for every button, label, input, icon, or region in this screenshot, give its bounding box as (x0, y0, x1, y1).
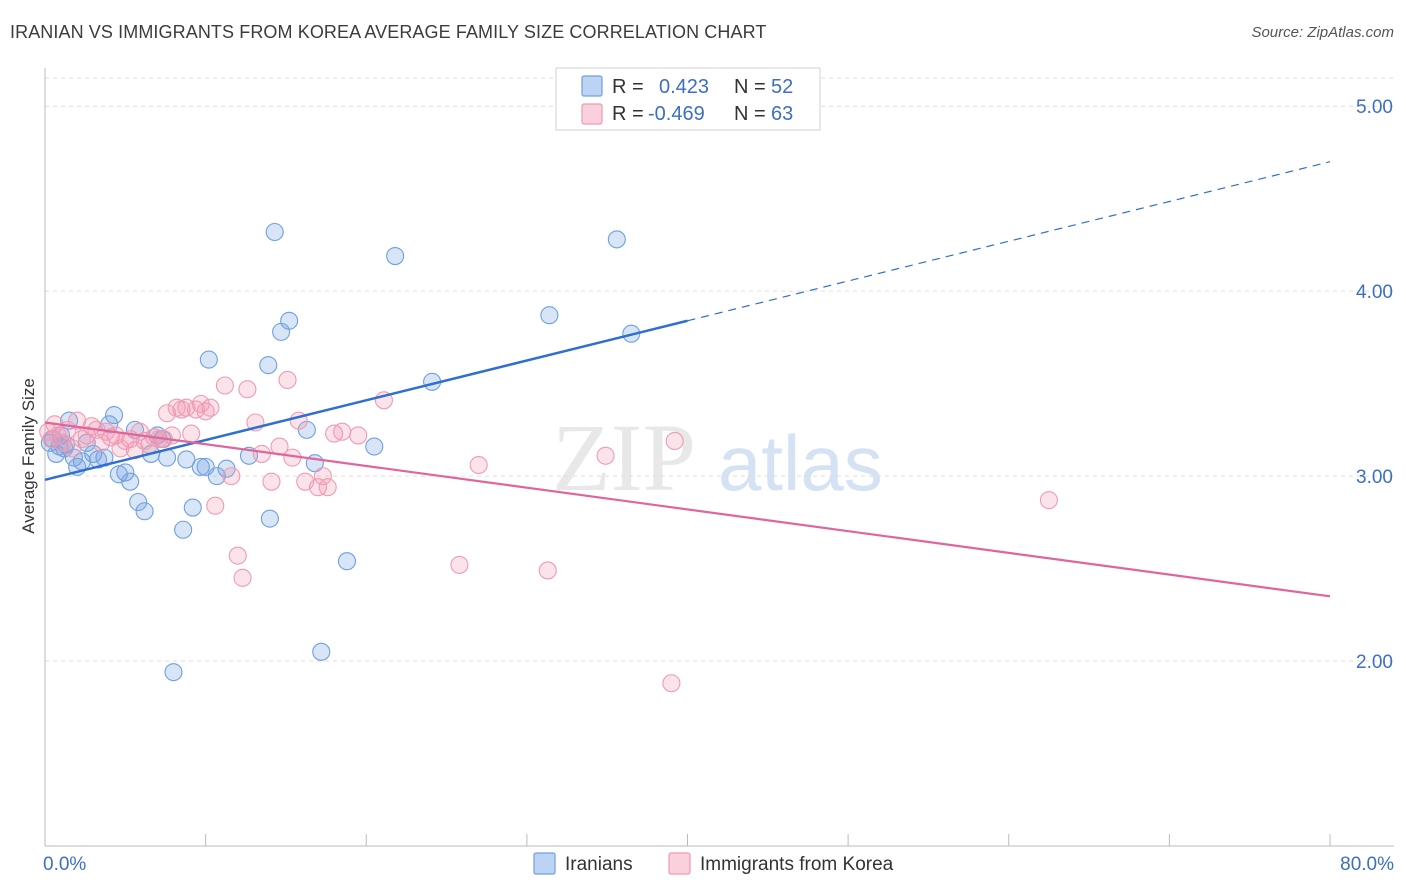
point-iranians-48 (607, 230, 626, 249)
point-iranians-20 (135, 502, 154, 521)
point-iranians-31 (199, 350, 218, 369)
x-tick-label-max: 80.0% (1340, 854, 1394, 875)
y-axis-title: Average Family Size (19, 378, 38, 534)
point-iranians-45 (386, 246, 405, 266)
point-korea-57 (450, 555, 469, 574)
x-tick-label-min: 0.0% (43, 854, 86, 875)
point-korea-43 (252, 444, 271, 463)
point-korea-54 (333, 422, 352, 441)
point-korea-46 (278, 370, 297, 390)
point-iranians-16 (116, 463, 135, 482)
point-iranians-15 (109, 465, 128, 484)
point-korea-36 (206, 496, 225, 515)
point-korea-44 (262, 472, 281, 491)
point-korea-62 (662, 674, 681, 693)
y-tick-label-5: 5.00 (1356, 97, 1393, 118)
point-iranians-17 (121, 472, 140, 491)
point-korea-26 (158, 404, 177, 423)
point-iranians-19 (129, 492, 148, 512)
stats-swatch-iranians (581, 75, 603, 97)
point-iranians-27 (177, 450, 196, 469)
point-iranians-14 (105, 406, 124, 425)
point-korea-61 (665, 431, 684, 451)
point-korea-41 (238, 380, 257, 399)
legend-swatch-iranians (533, 852, 556, 875)
point-iranians-47 (540, 306, 559, 325)
point-korea-39 (228, 546, 247, 565)
point-korea-55 (349, 426, 368, 445)
trend-line-iranians-extension (687, 161, 1331, 322)
stats-n-value-korea: 63 (771, 103, 793, 125)
point-iranians-29 (191, 457, 210, 476)
trend-line-korea (44, 421, 1331, 598)
point-iranians-39 (280, 311, 299, 330)
watermark-atlas: atlas (718, 419, 883, 507)
point-iranians-44 (365, 437, 384, 456)
stats-box: R = 0.423 N = 52 R = -0.469 N = 63 (555, 67, 821, 131)
y-tick-labels: 2.00 3.00 4.00 5.00 (1356, 97, 1393, 673)
point-iranians-36 (260, 509, 279, 528)
legend-label-korea: Immigrants from Korea (700, 854, 894, 875)
data-points (39, 222, 1058, 693)
x-axis-ticks (44, 834, 1331, 846)
point-iranians-43 (337, 552, 357, 571)
point-korea-37 (215, 376, 234, 395)
point-iranians-37 (265, 222, 284, 242)
point-korea-12 (92, 433, 111, 452)
legend-label-iranians: Iranians (565, 854, 633, 875)
point-iranians-35 (259, 356, 278, 375)
watermark-zip: ZIP (552, 404, 696, 511)
point-korea-52 (318, 478, 337, 497)
y-tick-label-2: 2.00 (1356, 652, 1393, 673)
trend-lines (44, 161, 1331, 598)
point-iranians-25 (164, 663, 183, 682)
point-korea-63 (1039, 491, 1058, 510)
legend: Iranians Immigrants from Korea (533, 852, 894, 875)
stats-n-value-iranians: 52 (771, 76, 793, 98)
point-korea-58 (469, 455, 488, 475)
point-korea-50 (309, 478, 328, 497)
point-iranians-26 (174, 520, 193, 539)
legend-swatch-korea (668, 852, 691, 875)
point-korea-59 (538, 561, 557, 580)
point-korea-38 (222, 467, 241, 486)
y-tick-label-4: 4.00 (1356, 282, 1393, 303)
chart-title: IRANIAN VS IMMIGRANTS FROM KOREA AVERAGE… (10, 22, 767, 42)
point-korea-31 (182, 424, 201, 443)
stats-r-value-iranians: 0.423 (659, 76, 709, 98)
point-korea-9 (77, 426, 96, 445)
point-korea-60 (596, 446, 615, 465)
point-korea-51 (313, 467, 332, 486)
chart-source: Source: ZipAtlas.com (1251, 24, 1394, 41)
point-iranians-42 (312, 642, 331, 661)
stats-n-label-iranians: N = (734, 76, 766, 98)
point-iranians-32 (207, 467, 226, 486)
trend-line-iranians (44, 319, 688, 482)
y-tick-label-3: 3.00 (1356, 467, 1393, 488)
stats-r-label-korea: R = (612, 103, 644, 125)
watermark: ZIP atlas (552, 404, 883, 511)
stats-n-label-korea: N = (734, 103, 766, 125)
point-korea-35 (201, 398, 220, 417)
stats-r-value-korea: -0.469 (648, 103, 705, 125)
stats-r-label-iranians: R = (612, 76, 644, 98)
point-korea-40 (233, 568, 252, 587)
point-korea-6 (63, 439, 82, 458)
stats-swatch-korea (581, 103, 603, 125)
point-iranians-28 (183, 498, 202, 517)
